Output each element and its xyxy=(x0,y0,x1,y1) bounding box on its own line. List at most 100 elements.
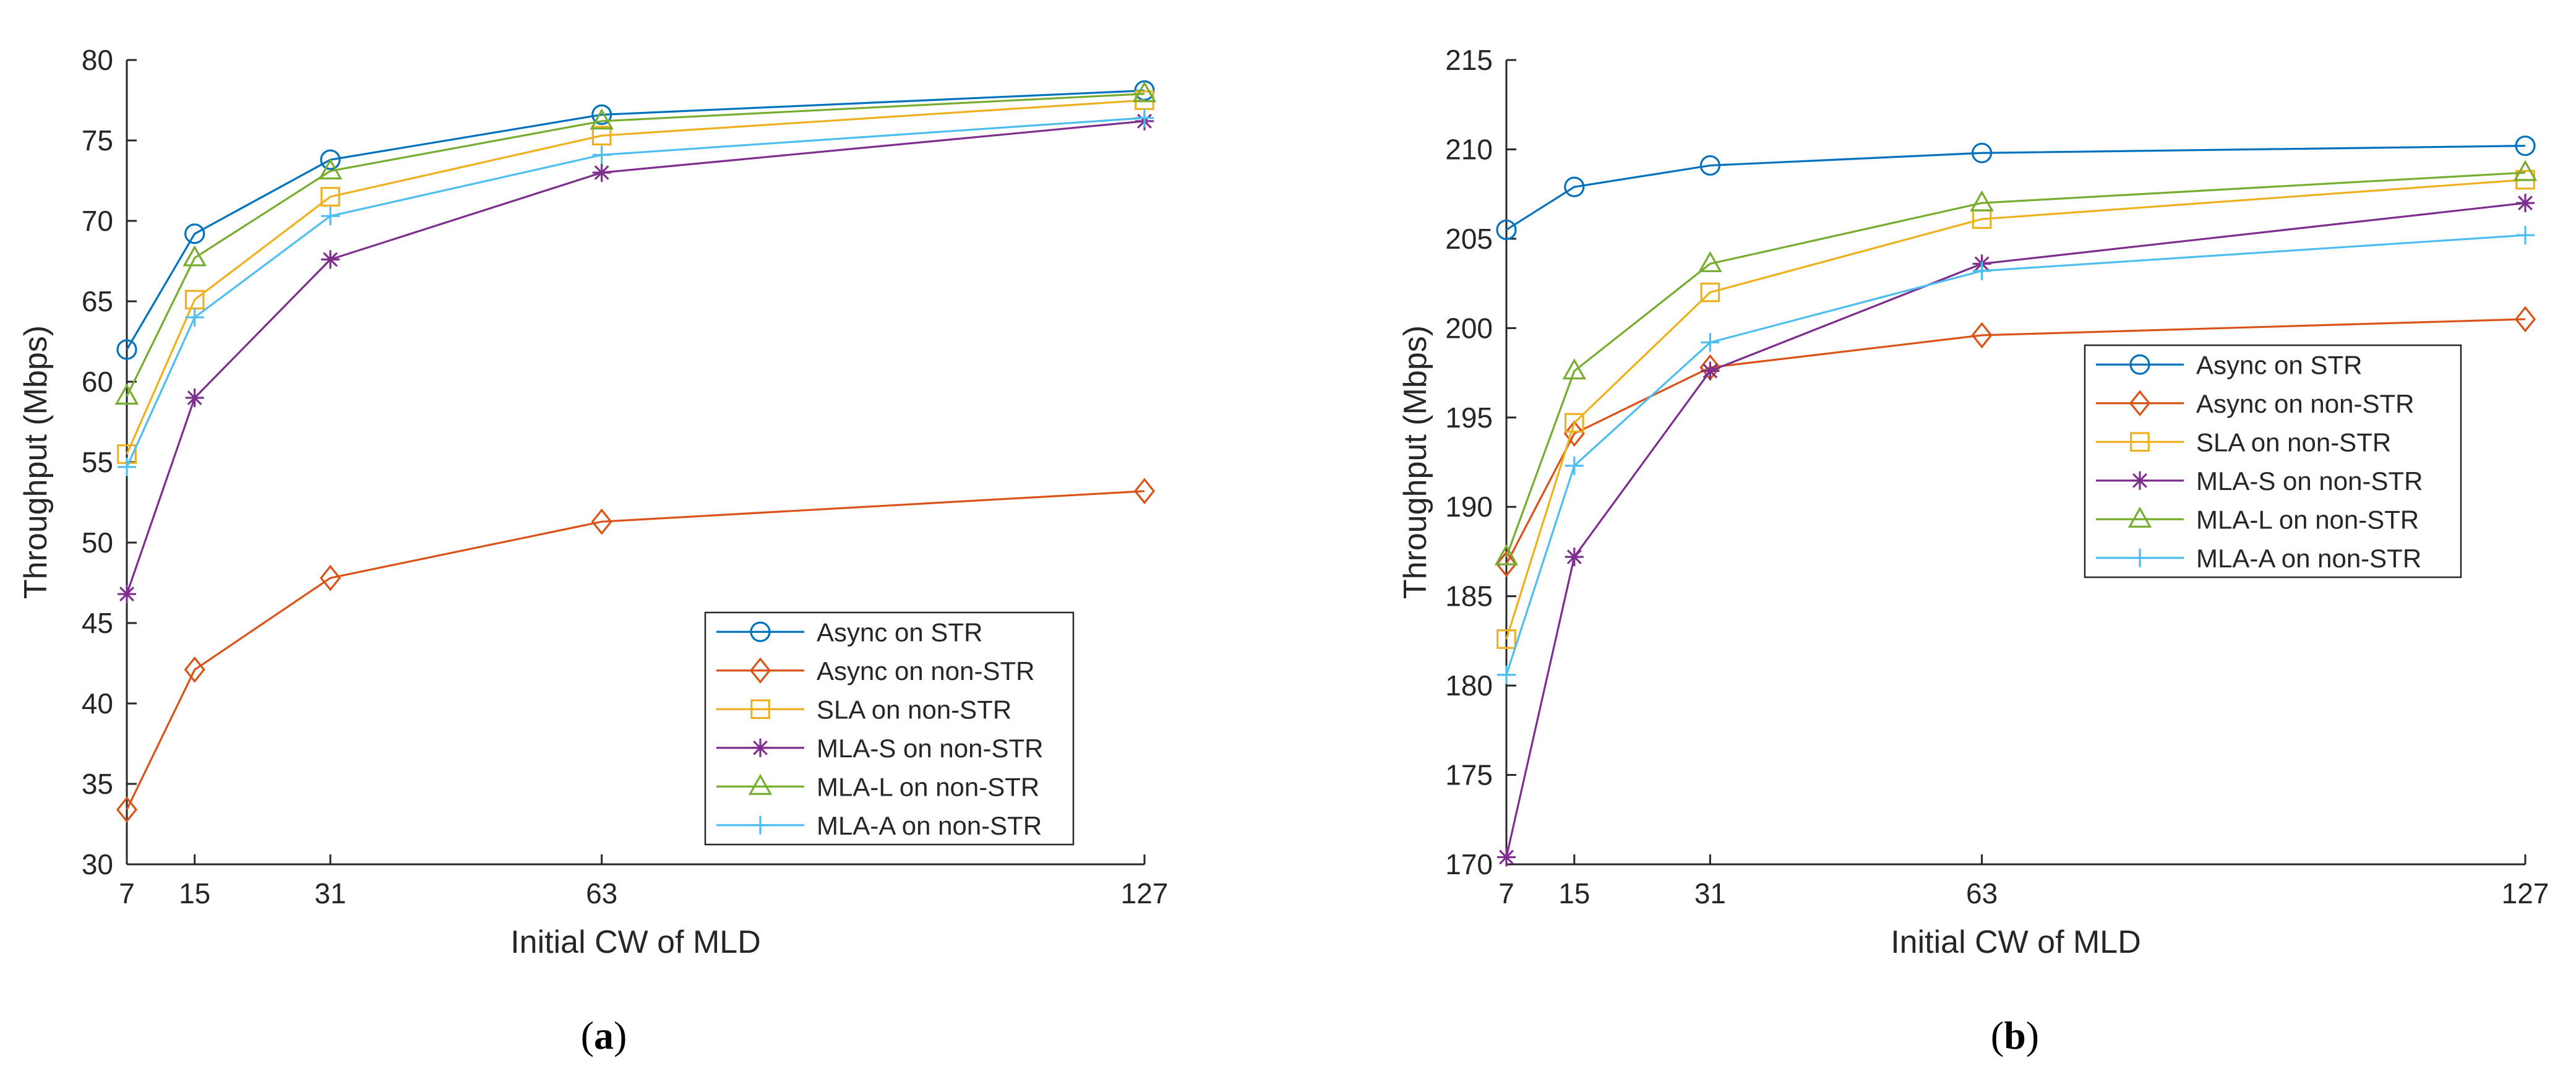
y-tick-label: 75 xyxy=(82,124,113,157)
legend-label: MLA-A on non-STR xyxy=(2196,544,2421,573)
x-tick-label: 7 xyxy=(1498,877,1514,909)
data-point xyxy=(1699,155,1720,176)
legend-marker xyxy=(750,699,770,720)
series-async-on-str xyxy=(1496,135,2536,241)
legend-label: MLA-S on non-STR xyxy=(817,734,1043,763)
data-point xyxy=(1494,544,1519,565)
y-tick-label: 40 xyxy=(82,687,113,720)
legend-label: MLA-L on non-STR xyxy=(2196,505,2419,534)
data-point xyxy=(1563,420,1585,447)
data-point xyxy=(592,145,611,165)
series-async-on-non-str xyxy=(116,478,1156,823)
series-line xyxy=(1505,178,2526,640)
legend-marker xyxy=(750,621,771,642)
y-tick-label: 60 xyxy=(82,366,113,398)
data-point xyxy=(1701,361,1720,380)
series-line xyxy=(126,490,1145,810)
data-point xyxy=(1565,456,1584,475)
data-point xyxy=(184,656,205,683)
series-line xyxy=(126,93,1145,397)
caption-open-paren: ( xyxy=(581,1013,594,1057)
data-point xyxy=(318,158,343,179)
series-sla-on-non-str xyxy=(117,90,1154,464)
x-tick-label: 7 xyxy=(119,877,135,909)
caption-close-paren: ) xyxy=(2026,1013,2039,1057)
caption-letter: a xyxy=(594,1013,614,1057)
x-tick-label: 127 xyxy=(2502,877,2549,909)
data-point xyxy=(321,207,340,226)
legend-box xyxy=(2084,344,2462,578)
y-tick-label: 205 xyxy=(1445,223,1493,255)
legend-marker xyxy=(2129,354,2150,375)
data-point xyxy=(1565,548,1584,567)
x-tick-label: 15 xyxy=(1558,877,1590,909)
y-tick-label: 30 xyxy=(82,848,113,880)
data-point xyxy=(185,389,204,407)
data-point xyxy=(1972,142,1993,163)
data-point xyxy=(1135,108,1154,127)
y-tick-label: 35 xyxy=(82,768,113,800)
x-tick-label: 63 xyxy=(1966,877,1998,909)
data-point xyxy=(591,104,612,125)
data-point xyxy=(1132,81,1157,103)
data-point xyxy=(320,187,340,207)
legend-label: Async on STR xyxy=(2196,350,2362,379)
data-point xyxy=(1496,219,1517,241)
y-tick-label: 45 xyxy=(82,607,113,639)
data-point xyxy=(319,564,341,591)
data-point xyxy=(118,457,136,476)
subfigure-caption: (b) xyxy=(1991,1013,2039,1057)
data-point xyxy=(118,585,136,604)
legend-marker xyxy=(2131,548,2149,567)
y-tick-label: 70 xyxy=(82,205,113,237)
data-point xyxy=(116,796,138,823)
legend-marker xyxy=(751,738,770,757)
data-point xyxy=(1496,629,1516,649)
subfigure-caption: (a) xyxy=(581,1013,627,1057)
data-point xyxy=(182,245,207,267)
data-point xyxy=(1972,261,1991,280)
caption-open-paren: ( xyxy=(1991,1013,2004,1057)
data-point xyxy=(185,308,204,327)
data-point xyxy=(1698,251,1722,272)
data-point xyxy=(2516,226,2535,245)
series-line xyxy=(126,99,1145,455)
y-tick-label: 215 xyxy=(1445,44,1493,76)
data-point xyxy=(2513,160,2538,181)
y-tick-label: 65 xyxy=(82,285,113,317)
data-point xyxy=(592,163,611,182)
series-line xyxy=(1506,145,2526,231)
series-line xyxy=(1505,171,2526,557)
series-mla-a-on-non-str xyxy=(118,108,1154,476)
y-axis-label: Throughput (Mbps) xyxy=(1397,325,1433,599)
legend-marker xyxy=(2130,432,2150,452)
x-tick-label: 63 xyxy=(586,877,617,909)
y-tick-label: 55 xyxy=(82,446,113,478)
legend-label: Async on non-STR xyxy=(817,656,1035,686)
legend-label: MLA-A on non-STR xyxy=(817,811,1042,840)
data-point xyxy=(320,149,341,170)
data-point xyxy=(591,508,612,535)
legend: Async on STR Async on non-STR SLA on non-S… xyxy=(2084,344,2462,578)
y-tick-label: 195 xyxy=(1445,402,1493,434)
data-point xyxy=(1133,478,1156,505)
chart-a: 30 35 40 45 50 55 60 65 70 75 80 7 15 31 63 127 Initial … xyxy=(18,44,1168,1057)
legend-box xyxy=(704,611,1075,846)
y-tick-label: 180 xyxy=(1445,669,1493,702)
y-tick-label: 175 xyxy=(1445,759,1493,791)
legend-marker xyxy=(2129,390,2151,417)
x-tick-label: 15 xyxy=(179,877,210,909)
legend-label: MLA-L on non-STR xyxy=(817,772,1039,801)
data-point xyxy=(2516,194,2535,213)
series-line xyxy=(126,120,1145,595)
y-tick-label: 50 xyxy=(82,527,113,559)
x-axis-label: Initial CW of MLD xyxy=(1891,924,2141,960)
y-tick-label: 210 xyxy=(1445,133,1493,165)
series-mla-s-on-non-str xyxy=(118,111,1154,604)
data-point xyxy=(1971,322,1993,349)
data-point xyxy=(1701,333,1720,352)
legend-label: MLA-S on non-STR xyxy=(2196,466,2423,496)
data-point xyxy=(1564,413,1584,433)
data-point xyxy=(591,126,612,146)
